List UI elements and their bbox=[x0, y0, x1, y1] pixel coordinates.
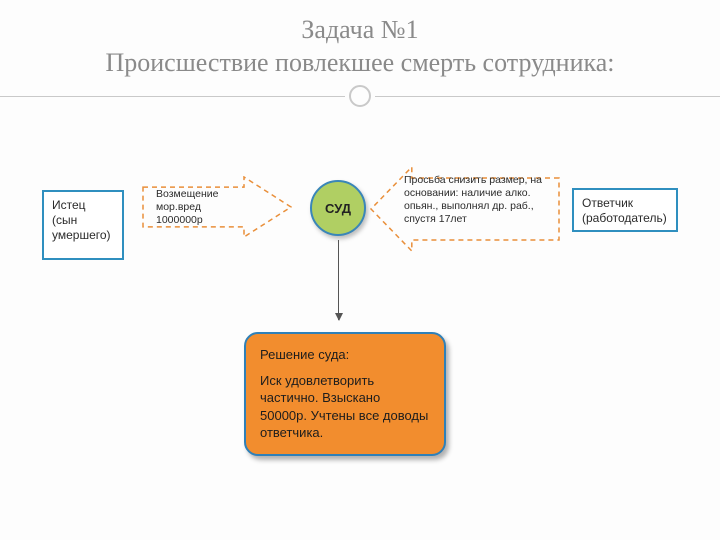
down-arrow bbox=[338, 240, 339, 320]
left-arrow-callout: Возмещение мор.вред 1000000р bbox=[142, 176, 292, 238]
defendant-label: Ответчик (работодатель) bbox=[582, 196, 667, 225]
left-arrow-label: Возмещение мор.вред 1000000р bbox=[156, 188, 240, 227]
court-label: СУД bbox=[325, 201, 351, 216]
plaintiff-box: Истец (сын умершего) bbox=[42, 190, 124, 260]
title-ornament bbox=[0, 85, 720, 107]
decision-box: Решение суда: Иск удовлетворить частично… bbox=[244, 332, 446, 456]
decision-body: Иск удовлетворить частично. Взыскано 500… bbox=[260, 372, 430, 442]
decision-title: Решение суда: bbox=[260, 346, 430, 364]
right-arrow-label: Просьба снизить размер, на основании: на… bbox=[404, 174, 552, 227]
court-node: СУД bbox=[310, 180, 366, 236]
right-arrow-callout: Просьба снизить размер, на основании: на… bbox=[370, 166, 560, 252]
title-line2: Происшествие повлекшее смерть сотрудника… bbox=[0, 47, 720, 80]
plaintiff-label: Истец (сын умершего) bbox=[52, 198, 111, 242]
slide-title: Задача №1 Происшествие повлекшее смерть … bbox=[0, 0, 720, 107]
title-line1: Задача №1 bbox=[0, 14, 720, 47]
defendant-box: Ответчик (работодатель) bbox=[572, 188, 678, 232]
